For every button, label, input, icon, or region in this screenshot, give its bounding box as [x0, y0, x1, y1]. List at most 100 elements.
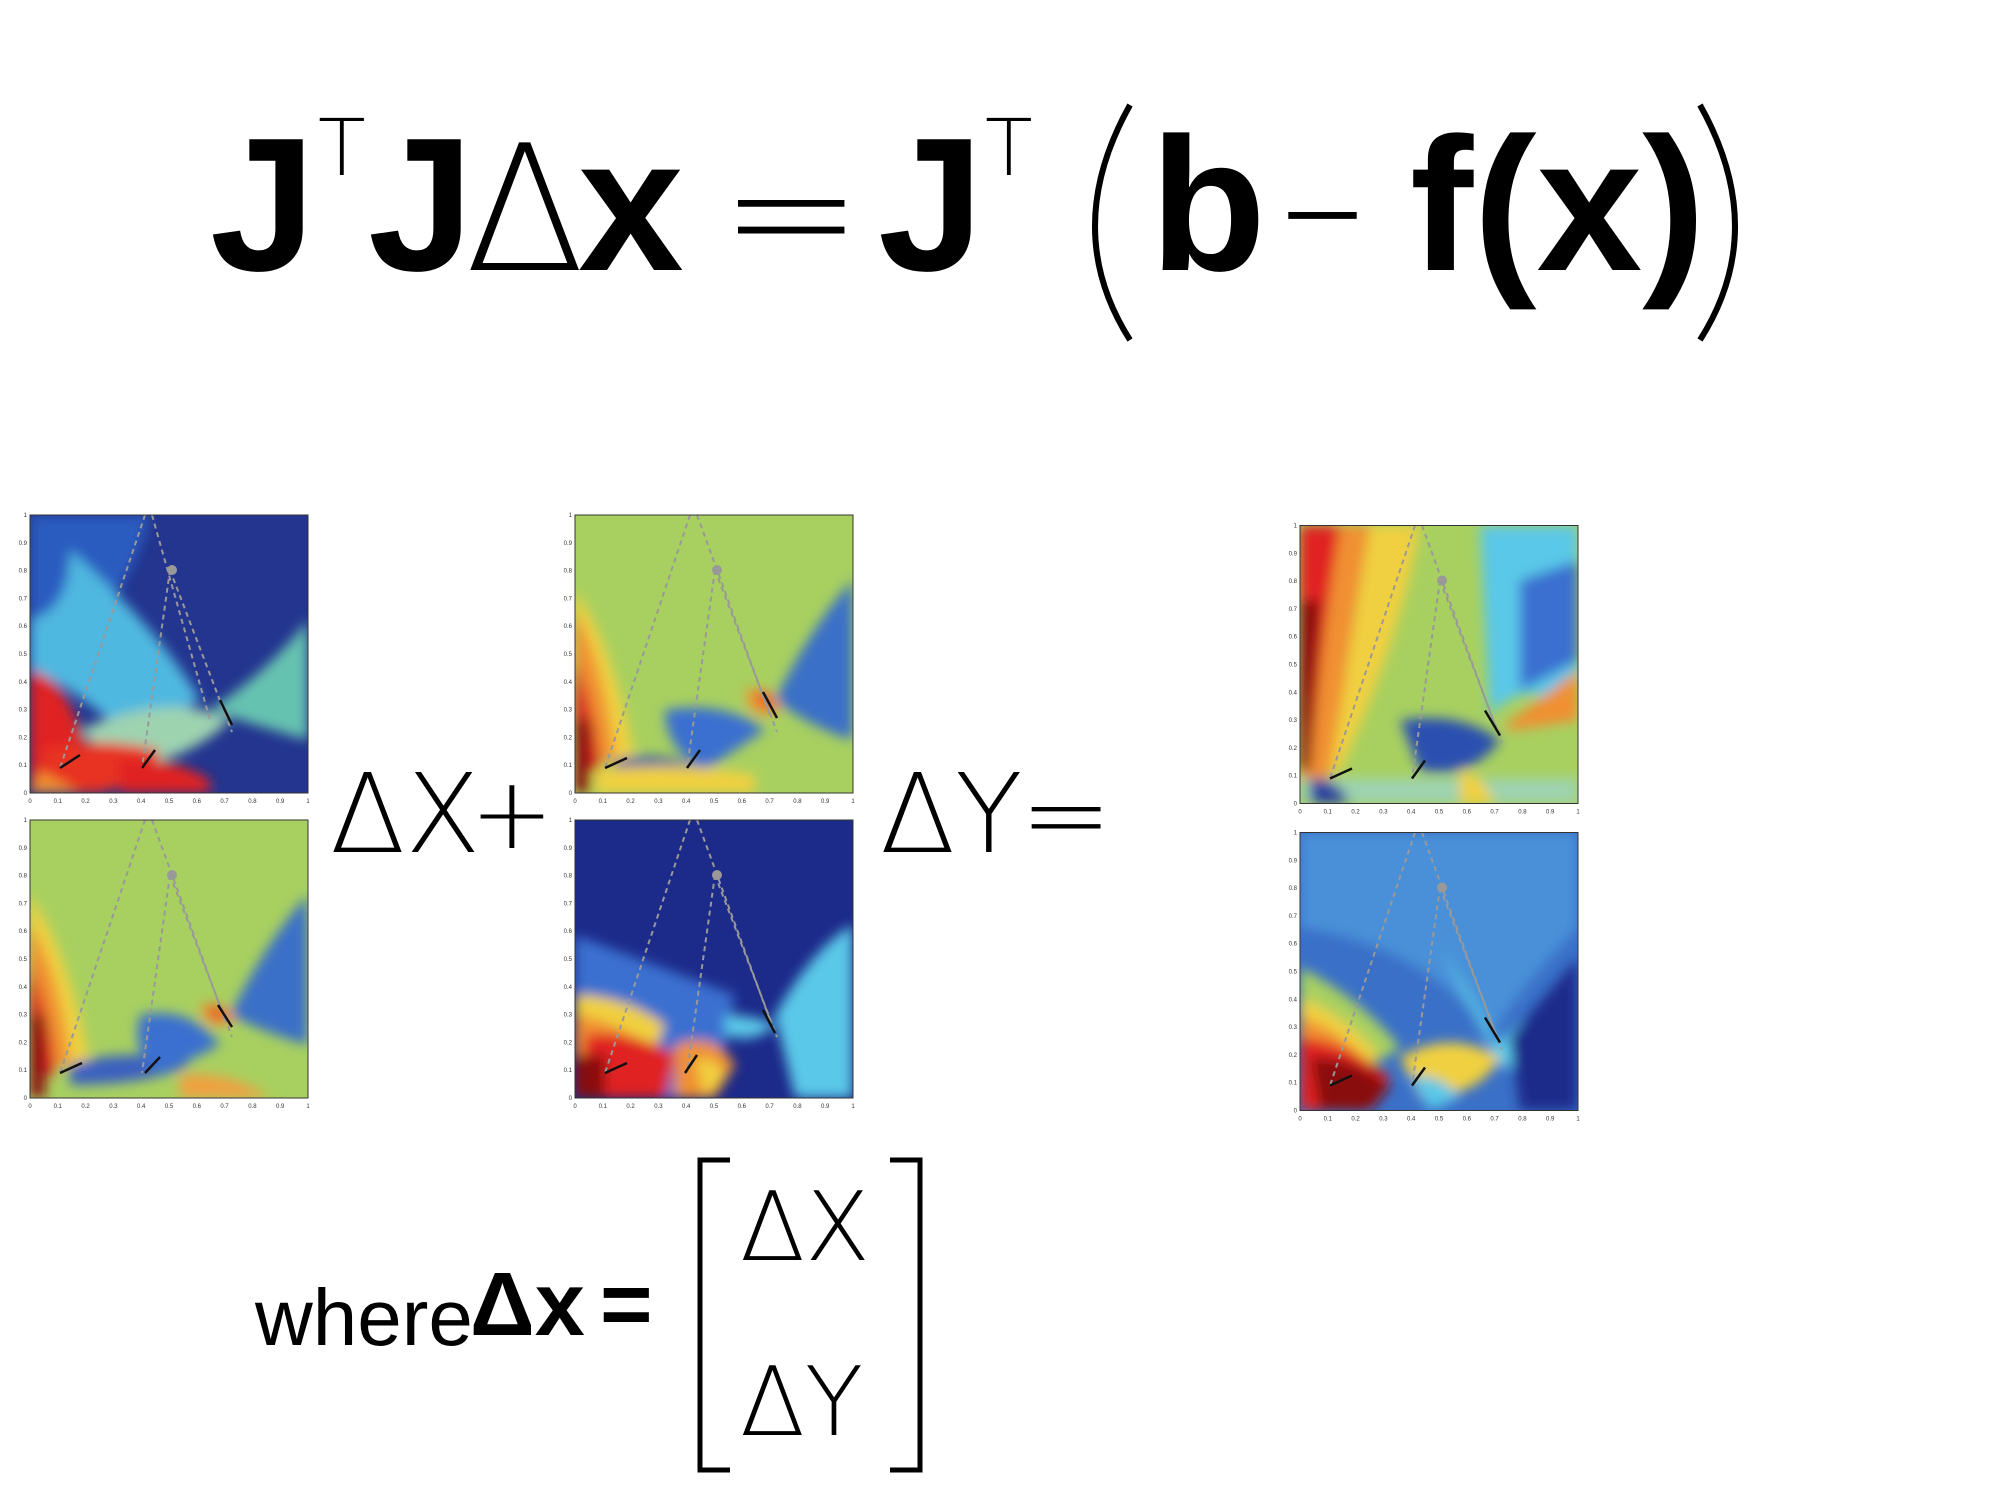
x-tick-label: 0.9	[276, 799, 285, 805]
y-tick-label: 0.7	[1289, 607, 1298, 613]
y-tick-label: 0	[569, 791, 573, 797]
where-definition: where Δx = ΔX ΔY	[254, 1150, 955, 1480]
y-tick-label: 0.9	[1289, 551, 1298, 557]
y-tick-label: 0	[24, 791, 28, 797]
x-tick-label: 0.2	[81, 1104, 90, 1110]
op-plus: +	[470, 755, 554, 872]
y-tick-label: 1	[1294, 831, 1298, 837]
y-tick-label: 0.3	[564, 708, 573, 714]
x-tick-label: 0.3	[654, 799, 663, 805]
matrix-row2: ΔY	[740, 1348, 863, 1458]
y-tick-label: 0.2	[1289, 746, 1298, 752]
y-tick-label: 0.4	[1289, 997, 1298, 1003]
y-tick-label: 0.4	[564, 985, 573, 991]
x-tick-label: 0.1	[54, 1104, 63, 1110]
x-tick-label: 0.7	[220, 1104, 229, 1110]
x-tick-label: 0.8	[793, 1104, 802, 1110]
x-tick-label: 0.6	[738, 1104, 747, 1110]
eq-J2: J	[368, 99, 474, 311]
y-tick-label: 0.6	[1289, 942, 1298, 948]
eq-left-paren	[1092, 103, 1133, 342]
y-tick-label: 0.1	[1289, 1081, 1298, 1087]
y-tick-label: 0.3	[19, 1013, 28, 1019]
y-tick-label: 0	[24, 1096, 28, 1102]
x-tick-label: 0.2	[626, 799, 635, 805]
x-tick-label: 1	[306, 799, 310, 805]
x-tick-label: 0.3	[1379, 1117, 1388, 1123]
x-tick-label: 0.4	[1407, 1117, 1416, 1123]
x-tick-label: 0.8	[248, 799, 257, 805]
plot-result-bottom: 0 0 0.1 0.1 0.2 0.2 0.3 0.3 0.4 0.4 0.5 0.5 0.6 0.6 0.…	[1280, 825, 1590, 1125]
y-tick-label: 0.2	[1289, 1053, 1298, 1059]
plot-result-bottom-svg: 00 0.1 0.1 0.2 0.2 0.3 0.3 0.4 0.4 0.5 0.5 0.6 0.6 0.…	[1289, 831, 1581, 1123]
x-tick-label: 0.4	[137, 1104, 146, 1110]
y-tick-label: 0.4	[564, 680, 573, 686]
y-tick-label: 1	[24, 513, 28, 519]
op-eq: =	[1020, 750, 1113, 878]
y-tick-label: 0.6	[19, 929, 28, 935]
y-tick-label: 0.3	[1289, 1025, 1298, 1031]
y-tick-label: 0.2	[19, 1040, 28, 1046]
y-tick-label: 0.8	[1289, 886, 1298, 892]
matrix-row1: ΔX	[740, 1173, 870, 1283]
x-tick-label: 0	[28, 799, 32, 805]
matrix-right-bracket	[890, 1157, 923, 1473]
y-tick-label: 0.6	[564, 929, 573, 935]
x-tick-label: 0.7	[765, 799, 774, 805]
eq-delta: Δ	[465, 109, 585, 312]
y-tick-label: 0.9	[1289, 858, 1298, 864]
y-tick-label: 0.8	[1289, 579, 1298, 585]
op-dx: ΔX	[330, 750, 481, 878]
y-tick-label: 0.1	[564, 763, 573, 769]
x-tick-label: 0.7	[220, 799, 229, 805]
main-equation-svg: J T J Δ x = J T b – f(x)	[210, 99, 1738, 342]
y-tick-label: 0.7	[1289, 914, 1298, 920]
plot-dy-bottom: 0 0 0.1 0.1 0.2 0.2 0.3 0.3 0.4 0.4 0.5 0.5 0.6 0.6 0.…	[555, 815, 865, 1110]
y-tick-label: 0.2	[564, 735, 573, 741]
matrix-left-bracket	[697, 1157, 730, 1473]
y-tick-label: 0.4	[1289, 690, 1298, 696]
y-tick-label: 0	[1294, 802, 1298, 808]
eq-x: x	[578, 99, 684, 311]
x-tick-label: 0.5	[710, 1104, 719, 1110]
where-svg: where Δx = ΔX ΔY	[254, 1157, 923, 1473]
plot-dx-top-svg: 00 0.1 0.1 0.2 0.2 0.3 0.3 0.4 0.4 0.5 0.5 0.6 0.6 0.…	[19, 513, 311, 805]
y-tick-label: 0.1	[19, 763, 28, 769]
y-tick-label: 0.7	[19, 596, 28, 602]
x-tick-label: 0.9	[821, 799, 830, 805]
y-tick-label: 0.9	[564, 541, 573, 547]
plot-result-top: 0 0 0.1 0.1 0.2 0.2 0.3 0.3 0.4 0.4 0.5 0.5 0.6 0.6 0.…	[1280, 518, 1590, 818]
eq-T1: T	[318, 104, 366, 194]
y-tick-label: 0.6	[1289, 635, 1298, 641]
y-tick-label: 0.3	[19, 708, 28, 714]
y-tick-label: 0.6	[19, 624, 28, 630]
y-tick-label: 0.5	[19, 957, 28, 963]
y-tick-label: 0.1	[19, 1068, 28, 1074]
eq-J1: J	[210, 99, 316, 311]
x-tick-label: 0.9	[821, 1104, 830, 1110]
x-tick-label: 0.8	[1518, 810, 1527, 816]
where-eq: =	[600, 1255, 653, 1355]
x-tick-label: 0.4	[682, 1104, 691, 1110]
x-tick-label: 0.2	[81, 799, 90, 805]
y-tick-label: 0	[1294, 1109, 1298, 1115]
eq-fx: f(x)	[1410, 99, 1705, 311]
x-tick-label: 0.4	[1407, 810, 1416, 816]
x-tick-label: 0.2	[626, 1104, 635, 1110]
y-tick-label: 1	[24, 818, 28, 824]
x-tick-label: 0.7	[1490, 1117, 1499, 1123]
y-tick-label: 0.5	[19, 652, 28, 658]
x-tick-label: 1	[1576, 810, 1580, 816]
x-tick-label: 0.9	[1546, 810, 1555, 816]
x-tick-label: 1	[851, 799, 855, 805]
x-tick-label: 0.6	[193, 799, 202, 805]
x-tick-label: 0.8	[248, 1104, 257, 1110]
x-tick-label: 0.6	[1463, 1117, 1472, 1123]
x-tick-label: 0.1	[54, 799, 63, 805]
x-tick-label: 0.1	[1324, 810, 1333, 816]
y-tick-label: 0.4	[19, 985, 28, 991]
x-tick-label: 0	[1298, 810, 1302, 816]
y-tick-label: 0.8	[564, 569, 573, 575]
x-tick-label: 0	[1298, 1117, 1302, 1123]
x-tick-label: 0.4	[137, 799, 146, 805]
